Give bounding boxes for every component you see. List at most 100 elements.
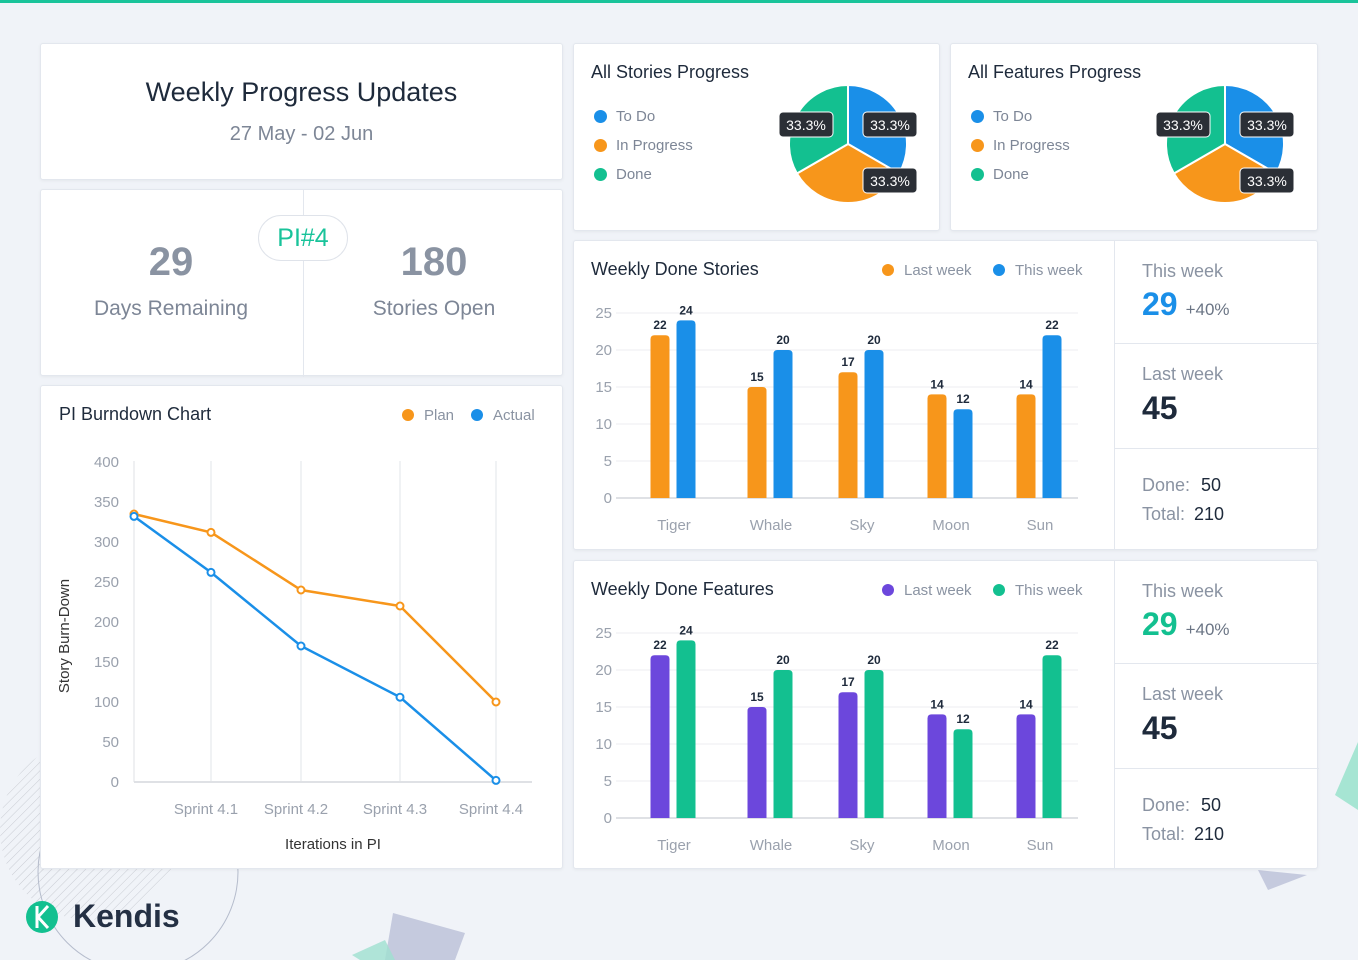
y-tick-label: 20 (595, 662, 612, 679)
legend-label: Last week (904, 262, 972, 279)
bar-chart: 0 5 10 15 20 25 Tiger Whale Sky Moon Sun 22 15 17 14 14… (595, 582, 1083, 854)
bar-last-week (838, 692, 858, 818)
bar-value-label: 14 (1019, 377, 1033, 391)
slice-label-box (862, 167, 918, 194)
last-week-stat: Last week 45 (1115, 343, 1319, 448)
legend-dot (882, 264, 894, 276)
total-label: Total: (1142, 824, 1186, 844)
pie-chart: 33.3% 33.3% 33.3% (1155, 83, 1295, 204)
legend-dot (993, 264, 1005, 276)
legend-dot (402, 409, 414, 421)
bar-value-label: 15 (750, 370, 764, 384)
bar-value-label: 20 (867, 333, 881, 347)
last-week-label: Last week (1142, 684, 1224, 704)
days-remaining-value: 29 (148, 240, 194, 284)
weekly-done-features-title: Weekly Done Features (591, 579, 774, 599)
x-tick-label: Moon (932, 837, 970, 854)
x-tick-label: Tiger (657, 517, 691, 534)
x-tick-label: Tiger (657, 837, 691, 854)
legend-label-done: Done (993, 166, 1029, 183)
data-point (491, 697, 501, 707)
top-accent-bar (0, 0, 1358, 3)
this-week-change: +40% (1185, 620, 1230, 639)
slice-label: 33.3% (1163, 117, 1203, 133)
stats-panel: This week 29 +40% Last week 45 Done: 50 Total: 2… (1114, 561, 1319, 868)
bar-last-week (747, 387, 767, 498)
kendis-logo-icon (26, 900, 58, 933)
y-tick-label: 50 (102, 734, 119, 751)
y-tick-label: 350 (94, 494, 119, 511)
bar-value-label: 20 (867, 653, 881, 667)
total-value: 210 (1194, 824, 1225, 844)
divider (303, 190, 304, 377)
data-point (206, 527, 216, 537)
bar-value-label: 17 (841, 355, 855, 369)
legend-dot (594, 110, 607, 123)
x-tick-label: Sky (849, 517, 875, 534)
slice-label: 33.3% (786, 117, 826, 133)
page-title: Weekly Progress Updates (145, 77, 458, 107)
y-tick-label: 25 (595, 305, 612, 322)
y-tick-label: 15 (595, 699, 612, 716)
bar-value-label: 22 (653, 638, 667, 652)
bar-value-label: 14 (930, 697, 944, 711)
last-week-value: 45 (1142, 390, 1178, 426)
bar-value-label: 24 (679, 623, 693, 637)
data-point (206, 567, 216, 577)
this-week-number: 29 (1142, 286, 1178, 322)
x-tick-label: Sun (1027, 837, 1054, 854)
burndown-card: PI Burndown Chart 0 50 100 150 200 250 300 350 4… (40, 385, 563, 869)
bar-last-week (927, 714, 947, 818)
y-tick-label: 0 (604, 490, 612, 507)
bar-this-week (864, 350, 884, 498)
data-point (395, 692, 405, 702)
features-progress-title: All Features Progress (968, 62, 1142, 82)
y-tick-label: 250 (94, 574, 119, 591)
bar-this-week (676, 320, 696, 498)
bar-last-week (838, 372, 858, 498)
totals-stat: Done: 50 Total: 210 (1115, 768, 1319, 870)
this-week-label: This week (1142, 581, 1224, 601)
bar-value-label: 14 (930, 377, 944, 391)
slice-label-box (1155, 111, 1211, 138)
slice-label-box (862, 111, 918, 138)
bar-last-week (1016, 714, 1036, 818)
bar-last-week (650, 655, 670, 818)
stories-open-value: 180 (400, 240, 468, 284)
data-point (129, 511, 139, 521)
bar-last-week (650, 335, 670, 498)
totals-stat: Done: 50 Total: 210 (1115, 448, 1319, 550)
y-tick-label: 5 (604, 773, 612, 790)
series-line-plan (133, 512, 497, 703)
y-tick-label: 0 (111, 774, 119, 791)
bar-value-label: 17 (841, 675, 855, 689)
this-week-value: 29 +40% (1142, 286, 1230, 323)
bar-value-label: 20 (776, 653, 790, 667)
bar-this-week (773, 670, 793, 818)
x-tick-label: Sky (849, 837, 875, 854)
slice-label-box (1239, 111, 1295, 138)
legend-label: This week (1015, 582, 1083, 599)
this-week-number: 29 (1142, 606, 1178, 642)
x-tick-label: Sprint 4.2 (264, 801, 328, 818)
this-week-label: This week (1142, 261, 1224, 281)
this-week-stat: This week 29 +40% (1115, 561, 1319, 664)
features-progress-card: All Features Progress To Do In Progress Do… (950, 43, 1318, 231)
pie-chart: 33.3% 33.3% 33.3% (778, 83, 918, 204)
pi-badge: PI#4 (258, 215, 348, 261)
legend-dot (594, 168, 607, 181)
this-week-value: 29 +40% (1142, 606, 1230, 643)
bar-last-week (1016, 394, 1036, 498)
y-tick-label: 10 (595, 416, 612, 433)
y-tick-label: 0 (604, 810, 612, 827)
weekly-done-stories-title: Weekly Done Stories (591, 259, 759, 279)
legend-dot (882, 584, 894, 596)
weekly-done-features-card: Weekly Done Features 0 5 10 15 20 25 Tiger Whal… (573, 560, 1319, 869)
y-tick-label: 15 (595, 379, 612, 396)
bar-this-week (953, 409, 973, 498)
burndown-title: PI Burndown Chart (59, 404, 212, 424)
bar-value-label: 24 (679, 303, 693, 317)
done-value: 50 (1201, 475, 1222, 495)
legend-label-done: Done (616, 166, 652, 183)
y-tick-label: 5 (604, 453, 612, 470)
